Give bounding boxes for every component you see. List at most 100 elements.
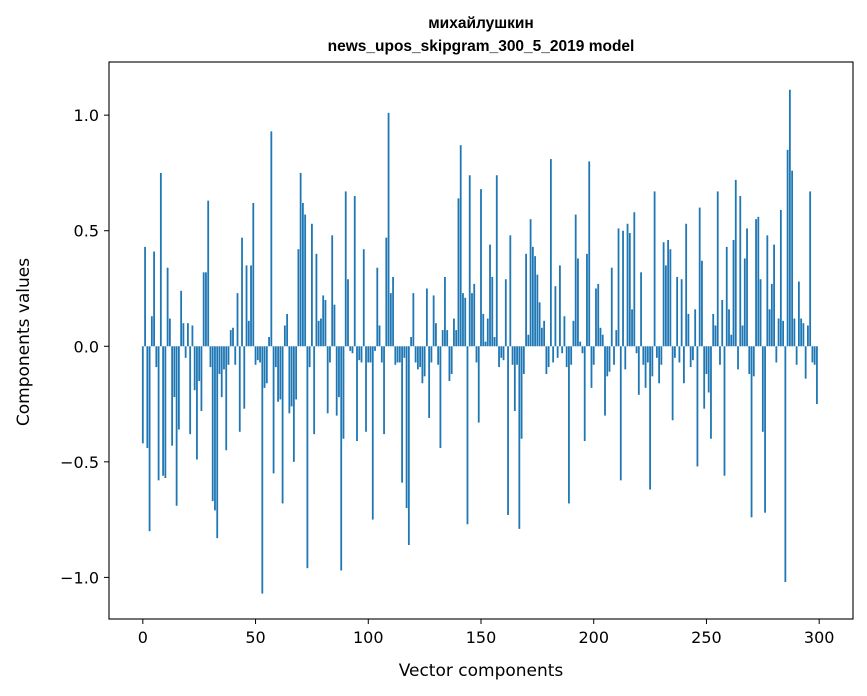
bar-73 bbox=[306, 346, 309, 569]
bar-232 bbox=[664, 265, 667, 347]
bar-78 bbox=[317, 320, 320, 347]
bar-32 bbox=[214, 346, 216, 511]
bar-67 bbox=[292, 346, 295, 462]
bar-91 bbox=[347, 279, 349, 347]
bar-244 bbox=[692, 346, 694, 361]
bar-299 bbox=[816, 346, 818, 405]
bar-58 bbox=[272, 346, 275, 474]
bar-237 bbox=[676, 276, 679, 347]
bar-43 bbox=[238, 346, 241, 432]
bar-95 bbox=[356, 346, 358, 442]
bar-211 bbox=[617, 228, 620, 347]
bar-18 bbox=[182, 323, 185, 347]
bar-165 bbox=[513, 346, 516, 411]
bar-37 bbox=[225, 346, 228, 451]
bar-297 bbox=[811, 346, 814, 363]
bar-135 bbox=[446, 330, 449, 347]
bar-241 bbox=[685, 223, 688, 347]
bar-21 bbox=[189, 346, 192, 435]
bar-170 bbox=[525, 253, 527, 347]
bar-179 bbox=[545, 346, 548, 375]
bar-121 bbox=[414, 346, 417, 363]
bar-44 bbox=[241, 237, 243, 347]
bar-80 bbox=[322, 295, 325, 347]
bar-4 bbox=[150, 316, 153, 347]
bar-11 bbox=[166, 267, 169, 347]
bar-166 bbox=[516, 346, 518, 365]
bar-113 bbox=[396, 346, 399, 363]
bar-252 bbox=[710, 346, 712, 439]
bar-172 bbox=[529, 219, 532, 347]
bar-130 bbox=[435, 323, 437, 347]
bar-242 bbox=[687, 313, 690, 347]
bar-290 bbox=[795, 346, 798, 365]
bar-281 bbox=[775, 346, 778, 363]
bar-40 bbox=[232, 327, 234, 347]
bar-97 bbox=[360, 346, 363, 363]
bar-230 bbox=[660, 346, 663, 365]
bar-115 bbox=[401, 346, 403, 483]
x-tick-label: 50 bbox=[245, 628, 265, 647]
bar-287 bbox=[788, 89, 791, 347]
bar-167 bbox=[518, 346, 521, 529]
bar-219 bbox=[635, 346, 638, 354]
bar-169 bbox=[522, 346, 525, 375]
bar-138 bbox=[453, 318, 455, 347]
bar-96 bbox=[358, 346, 361, 361]
bar-88 bbox=[340, 346, 343, 571]
bar-149 bbox=[477, 346, 480, 423]
bar-154 bbox=[489, 244, 491, 347]
bar-133 bbox=[441, 330, 444, 347]
bar-228 bbox=[655, 346, 658, 358]
bar-218 bbox=[633, 212, 636, 347]
bar-5 bbox=[153, 251, 155, 347]
bar-132 bbox=[439, 346, 442, 448]
bar-141 bbox=[459, 145, 462, 347]
bar-255 bbox=[716, 191, 719, 347]
bar-29 bbox=[207, 200, 210, 347]
bar-126 bbox=[425, 288, 428, 347]
bar-47 bbox=[247, 320, 250, 347]
bar-19 bbox=[184, 346, 187, 358]
bar-251 bbox=[707, 346, 710, 393]
bar-236 bbox=[673, 346, 676, 358]
bar-20 bbox=[187, 323, 189, 347]
bar-68 bbox=[295, 346, 298, 400]
bar-217 bbox=[631, 309, 633, 347]
bar-104 bbox=[376, 267, 379, 347]
bar-72 bbox=[304, 214, 307, 347]
bar-273 bbox=[757, 216, 760, 347]
bar-6 bbox=[155, 346, 158, 368]
y-tick-label: −0.5 bbox=[60, 453, 99, 472]
bar-15 bbox=[175, 346, 178, 506]
bar-253 bbox=[712, 313, 715, 347]
bar-98 bbox=[362, 249, 365, 347]
bar-10 bbox=[164, 346, 167, 479]
bar-94 bbox=[353, 196, 356, 347]
bar-164 bbox=[511, 346, 514, 365]
bar-259 bbox=[725, 246, 728, 347]
bar-83 bbox=[329, 346, 331, 363]
bar-24 bbox=[196, 346, 198, 460]
bar-74 bbox=[308, 346, 311, 368]
y-tick-label: 0.0 bbox=[74, 337, 99, 356]
bar-288 bbox=[791, 170, 794, 347]
bar-120 bbox=[412, 293, 415, 347]
bar-148 bbox=[475, 346, 478, 363]
x-tick-label: 0 bbox=[138, 628, 148, 647]
bar-30 bbox=[209, 346, 212, 368]
bar-52 bbox=[259, 346, 261, 363]
bar-188 bbox=[565, 346, 568, 368]
bar-269 bbox=[748, 346, 751, 375]
bar-151 bbox=[482, 313, 485, 347]
bar-271 bbox=[752, 346, 755, 377]
bar-92 bbox=[349, 346, 352, 351]
bar-145 bbox=[468, 175, 471, 347]
bar-131 bbox=[437, 346, 440, 365]
bar-168 bbox=[520, 346, 523, 439]
x-tick-label: 200 bbox=[578, 628, 609, 647]
bar-285 bbox=[784, 346, 787, 583]
bar-185 bbox=[559, 265, 561, 347]
bar-201 bbox=[595, 288, 597, 347]
bar-66 bbox=[290, 346, 293, 407]
